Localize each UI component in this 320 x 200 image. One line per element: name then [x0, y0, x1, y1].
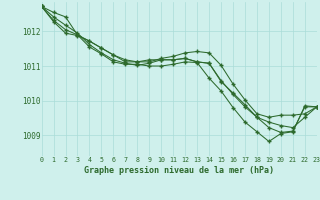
X-axis label: Graphe pression niveau de la mer (hPa): Graphe pression niveau de la mer (hPa) [84, 166, 274, 175]
